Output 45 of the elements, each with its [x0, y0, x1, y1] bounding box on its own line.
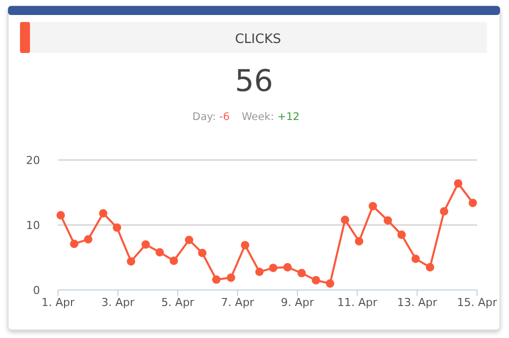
x-tick-label: 11. Apr — [337, 296, 378, 309]
point — [141, 240, 150, 249]
point — [368, 202, 378, 210]
y-tick-label: 10 — [26, 219, 40, 232]
text: Day: -6 — [192, 111, 230, 123]
x-tick-label: 5. Apr — [161, 296, 195, 309]
point — [340, 216, 350, 224]
point — [283, 263, 292, 272]
x-tick-label: 1. Apr — [41, 296, 75, 309]
point — [170, 256, 178, 265]
x-tick-label: 13. Apr — [397, 296, 438, 309]
y-tick-label: 20 — [26, 154, 40, 167]
point — [411, 254, 420, 263]
point — [212, 275, 221, 284]
point — [440, 207, 448, 216]
point — [184, 236, 194, 244]
point — [426, 263, 434, 272]
point — [198, 248, 206, 258]
point — [468, 198, 477, 208]
point — [240, 240, 250, 250]
chart-title: CLICKS — [234, 32, 282, 47]
point — [70, 240, 78, 248]
point — [326, 279, 334, 288]
point — [255, 268, 264, 276]
point — [226, 273, 236, 282]
x-tick-label: 15. Apr — [456, 296, 498, 309]
point — [84, 235, 92, 244]
point — [312, 276, 320, 284]
point — [156, 248, 164, 256]
point — [397, 230, 406, 239]
point — [56, 211, 65, 220]
point — [268, 264, 278, 272]
y-tick-label: 0 — [33, 284, 40, 297]
point — [384, 216, 392, 225]
point — [126, 257, 136, 266]
text: Week: +12 — [242, 111, 300, 123]
x-tick-label: 3. Apr — [101, 296, 135, 309]
point — [112, 223, 122, 232]
text: 56 — [234, 64, 274, 99]
point — [354, 237, 364, 246]
point — [297, 268, 306, 278]
x-tick-label: 9. Apr — [280, 296, 314, 309]
point — [98, 209, 108, 218]
x-tick-label: 7. Apr — [221, 296, 255, 309]
point — [454, 179, 462, 188]
